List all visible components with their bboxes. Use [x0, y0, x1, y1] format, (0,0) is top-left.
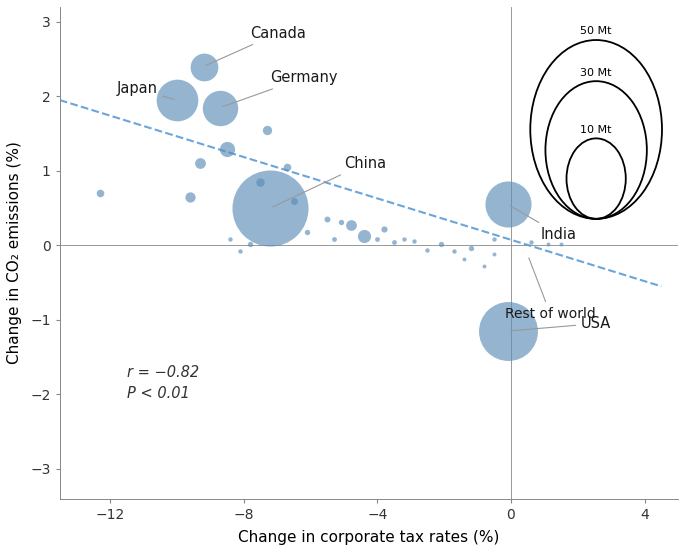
Point [556, 240, 566, 248]
Text: Japan: Japan [116, 81, 174, 99]
Point [288, 197, 299, 205]
Text: USA: USA [510, 316, 612, 331]
Point [358, 232, 369, 241]
Text: India: India [510, 206, 577, 242]
Point [265, 204, 276, 213]
Point [372, 235, 383, 244]
Point [328, 235, 339, 244]
Point [335, 217, 346, 226]
Point [465, 244, 476, 253]
Point [198, 62, 209, 71]
Point [171, 95, 182, 104]
Text: Rest of world: Rest of world [505, 258, 596, 321]
Point [502, 200, 513, 209]
Point [449, 247, 460, 256]
Point [459, 254, 470, 263]
Point [525, 238, 536, 247]
Point [388, 237, 399, 246]
Point [422, 246, 433, 254]
Point [502, 327, 513, 336]
Point [235, 247, 246, 256]
Point [225, 235, 236, 244]
Y-axis label: Change in CO₂ emissions (%): Change in CO₂ emissions (%) [7, 141, 22, 364]
X-axis label: Change in corporate tax rates (%): Change in corporate tax rates (%) [238, 530, 499, 545]
Point [185, 193, 196, 201]
Point [262, 125, 273, 134]
Point [435, 240, 446, 248]
Point [214, 103, 225, 112]
Point [95, 189, 105, 198]
Point [408, 236, 419, 245]
Point [301, 227, 312, 236]
Text: Germany: Germany [223, 70, 338, 107]
Point [255, 178, 266, 187]
Point [245, 240, 256, 248]
Text: Canada: Canada [206, 25, 306, 66]
Point [399, 235, 410, 244]
Point [379, 225, 390, 233]
Point [322, 215, 333, 224]
Point [221, 144, 232, 153]
Point [543, 240, 553, 248]
Text: China: China [273, 156, 386, 207]
Point [195, 159, 206, 168]
Point [479, 262, 490, 270]
Point [489, 235, 500, 244]
Point [345, 220, 356, 229]
Point [282, 163, 292, 172]
Text: r = −0.82
P < 0.01: r = −0.82 P < 0.01 [127, 364, 199, 401]
Point [489, 250, 500, 259]
